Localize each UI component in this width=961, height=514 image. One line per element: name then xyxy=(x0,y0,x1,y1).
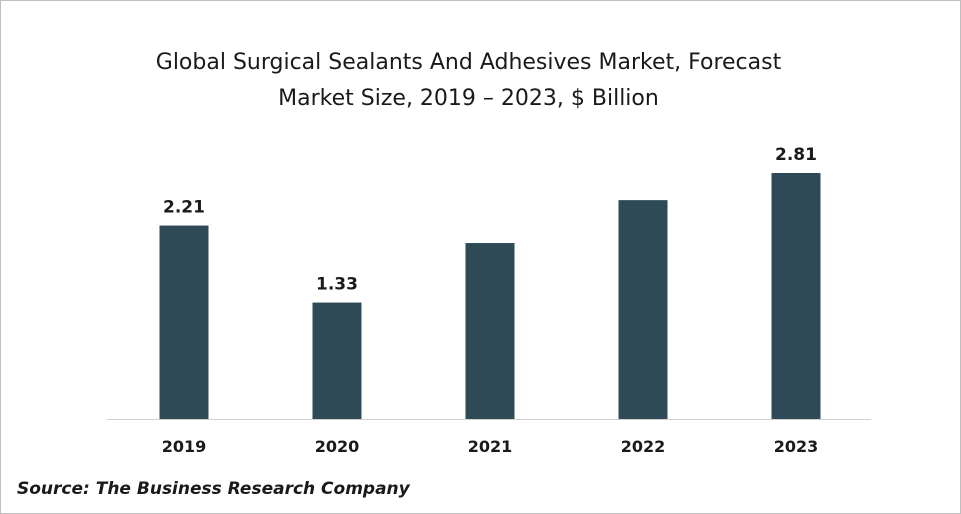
source-note: Source: The Business Research Company xyxy=(17,479,410,499)
data-label-2019: 2.21 xyxy=(163,198,205,218)
x-tick-label-2023: 2023 xyxy=(774,437,819,456)
x-tick-label-2019: 2019 xyxy=(162,437,207,456)
chart-title-block: Global Surgical Sealants And Adhesives M… xyxy=(1,45,936,117)
bar-2022 xyxy=(618,200,668,419)
chart-title: Global Surgical Sealants And Adhesives M… xyxy=(155,50,782,75)
data-label-2020: 1.33 xyxy=(316,275,358,295)
x-tick-label-2022: 2022 xyxy=(621,437,666,456)
data-label-2023: 2.81 xyxy=(775,145,817,165)
bar-2021 xyxy=(465,243,515,419)
bar-2020 xyxy=(312,302,362,419)
bar-2019 xyxy=(159,225,209,419)
x-tick-label-2020: 2020 xyxy=(315,437,360,456)
x-tick-label-2021: 2021 xyxy=(468,437,513,456)
chart-subtitle: Market Size, 2019 – 2023, $ Billion xyxy=(278,86,659,111)
bar-2023 xyxy=(771,173,821,419)
